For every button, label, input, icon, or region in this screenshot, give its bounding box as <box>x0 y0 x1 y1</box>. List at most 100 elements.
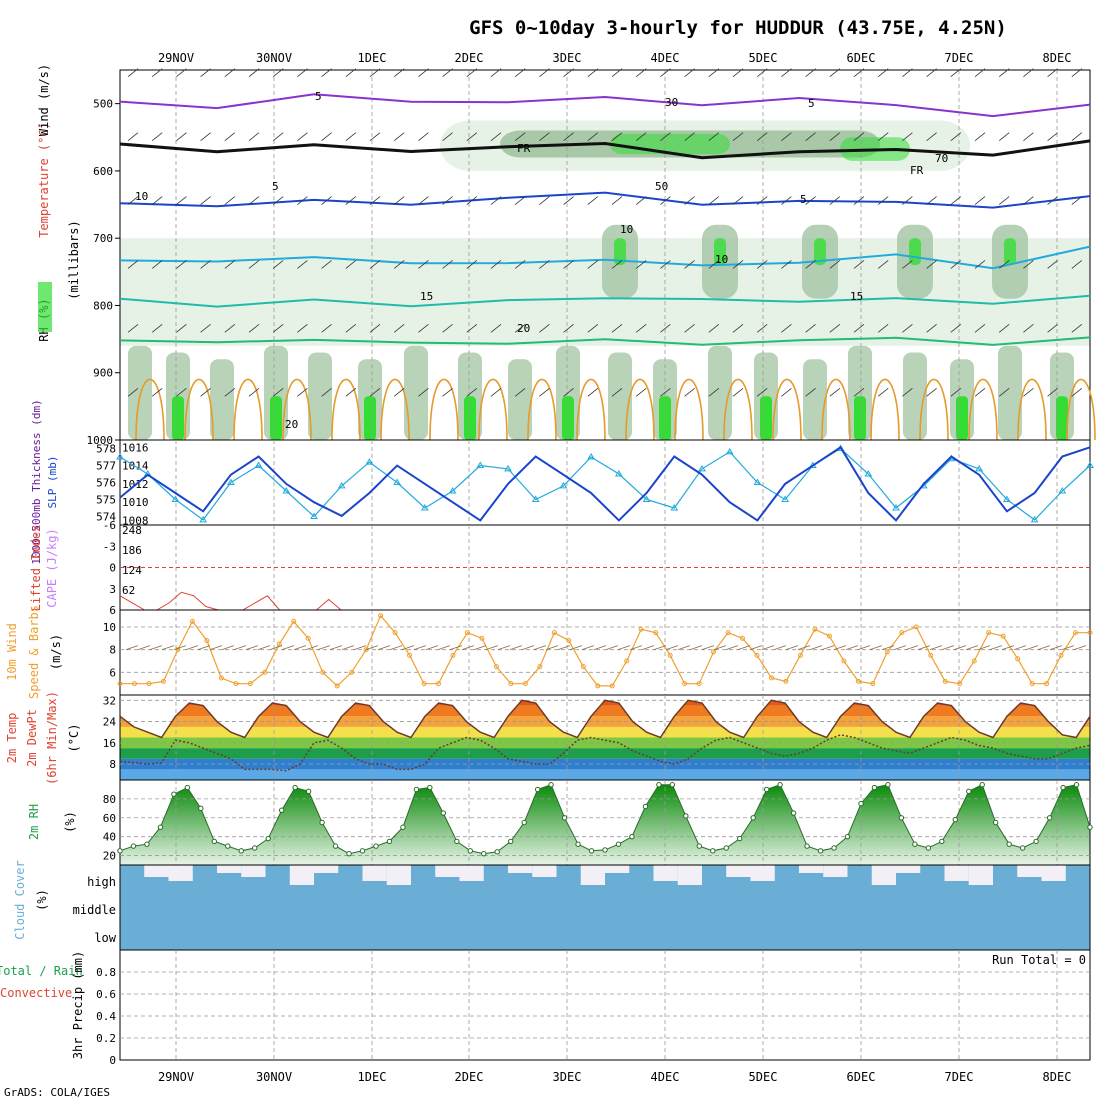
thickness-point <box>282 487 291 494</box>
wind-speed-point <box>305 635 311 641</box>
wind-barb <box>490 68 502 78</box>
surface-wind-barb <box>149 645 163 651</box>
wind-barb <box>708 387 720 397</box>
wind-barb <box>1023 324 1034 333</box>
rh-point <box>1060 784 1066 791</box>
wind-barb <box>393 68 405 78</box>
wind-speed-point <box>276 641 282 647</box>
cloud-gap <box>459 865 484 881</box>
wind-barb <box>248 196 260 205</box>
surface-wind-barb <box>473 645 487 651</box>
wind-barb <box>781 260 792 269</box>
rh-point <box>198 805 204 812</box>
surface-wind-barb <box>965 645 979 651</box>
cloud-gap <box>362 865 387 881</box>
wind-speed-point <box>1044 681 1050 687</box>
temp-color-band <box>120 748 1090 759</box>
cloud-gap <box>1017 865 1042 877</box>
wind-barb <box>587 387 599 397</box>
wind-barb <box>563 260 574 269</box>
thickness-point <box>116 453 124 460</box>
rh-point <box>925 845 932 851</box>
bottom-date-label: 7DEC <box>945 1070 974 1084</box>
precip-frame <box>119 949 1091 1061</box>
warm-isotherm-loop <box>527 378 557 441</box>
surface-wind-barb <box>617 645 631 651</box>
wind-barb <box>587 196 599 205</box>
wind-barb <box>926 260 937 269</box>
rh-point <box>790 810 797 816</box>
isotherm-line <box>119 139 1091 160</box>
wind-barb <box>200 196 211 205</box>
wind-speed-point <box>638 626 644 632</box>
surface-wind-barb <box>665 645 679 651</box>
warm-isotherm-loop <box>380 378 410 441</box>
wind-speed-point <box>653 630 659 636</box>
wind-barb <box>926 196 937 205</box>
surface-wind-barb <box>1049 645 1063 651</box>
rh-point <box>278 807 285 813</box>
temp-tick-label: 8 <box>109 758 116 771</box>
rh-point <box>1019 845 1026 851</box>
wind-barb <box>369 132 381 141</box>
wind-barb <box>635 196 647 205</box>
wind-barb <box>466 324 478 333</box>
wind-barb <box>902 260 913 269</box>
rh-point <box>1046 815 1053 821</box>
wind-barb <box>321 132 332 141</box>
rh-point <box>844 833 851 840</box>
wind-barb <box>781 132 792 141</box>
rh-point <box>979 782 985 788</box>
wind-speed-point <box>450 652 456 658</box>
cloud-gap <box>241 865 266 877</box>
wind-barb <box>563 324 574 333</box>
rh-shading-mid-bright <box>714 238 726 266</box>
cloud-gap <box>823 865 848 877</box>
rh-point <box>710 848 716 854</box>
wind-barb <box>708 132 720 141</box>
contour-label: 20 <box>285 418 298 431</box>
cape-tick-label: 124 <box>122 564 142 577</box>
slp-axis-label: SLP (mb) <box>46 456 59 509</box>
rh-point <box>575 841 581 847</box>
wind-barb <box>902 196 913 205</box>
rh-tick-label: 20 <box>103 850 116 863</box>
contour-label: 10 <box>620 223 633 236</box>
rh-shading-column <box>803 359 827 440</box>
surface-wind-barb <box>821 645 835 651</box>
lifted-index-tick-label: 0 <box>109 562 116 575</box>
rh-point <box>440 810 447 816</box>
wind-speed-point <box>146 681 152 687</box>
surface-wind-barb <box>689 645 703 651</box>
cloud-cover-panel: high middle low Cloud Cover (%) <box>13 860 1091 951</box>
wind-speed-point <box>928 652 934 658</box>
rh-point <box>413 786 420 793</box>
wind-barb <box>297 132 308 141</box>
surface-wind-barb <box>1001 645 1015 651</box>
bottom-date-label: 5DEC <box>749 1070 778 1084</box>
contour-label: 50 <box>655 180 668 193</box>
rh-shading-column-bright <box>270 396 282 440</box>
wind-barb <box>926 324 937 333</box>
rh-point <box>669 782 676 788</box>
surface-wind-barb <box>833 645 847 651</box>
wind-barb <box>853 260 865 269</box>
chart-title: GFS 0~10day 3-hourly for HUDDUR (43.75E,… <box>469 17 1007 39</box>
wind-barb <box>176 68 187 78</box>
rh-point <box>804 843 810 849</box>
surface-wind-barb <box>353 645 367 651</box>
wind-speed-point <box>247 681 253 687</box>
wind-barb <box>853 196 865 205</box>
dewpoint-line <box>119 734 1091 772</box>
wind-speed-point <box>913 624 919 630</box>
wind-barb <box>297 68 308 78</box>
surface-wind-barb <box>485 645 499 651</box>
rh-shading-column-bright <box>1056 396 1068 440</box>
rh-point <box>763 786 770 793</box>
wind-speed-point <box>696 681 702 687</box>
wind-barb <box>684 260 695 269</box>
surface-wind-barb <box>989 645 1003 651</box>
thickness-point <box>1058 487 1067 494</box>
wind-barb <box>345 387 357 397</box>
wind-barb <box>998 324 1010 333</box>
